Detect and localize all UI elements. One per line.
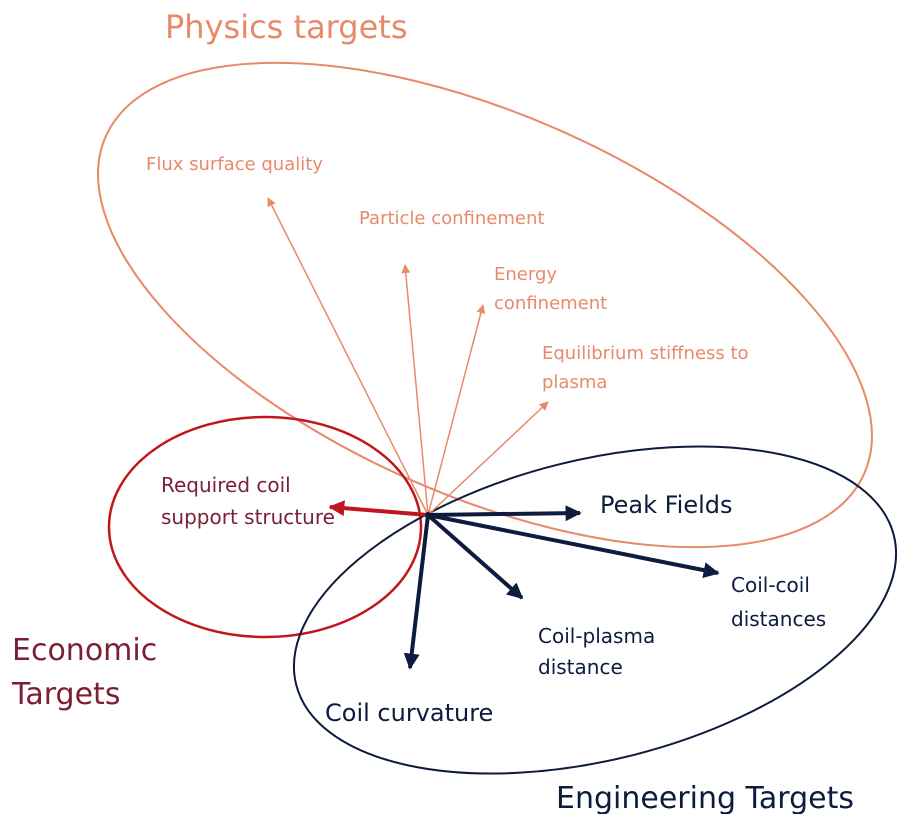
engineering-label: Coil-coil [731,573,810,597]
arrow [427,505,582,522]
arrow [401,264,429,516]
economic-title: Economic [12,633,157,668]
arrow [403,514,430,670]
arrow [427,401,549,516]
arrow [426,513,524,600]
physics-label: Flux surface quality [146,154,323,175]
physics-label: Energy [494,264,557,285]
engineering-title: Engineering Targets [556,781,854,814]
arrow [267,197,429,516]
engineering-label: Coil curvature [325,699,493,727]
engineering-label: distance [538,655,623,679]
physics-label: plasma [542,372,607,393]
physics-label: Particle confinement [359,208,544,229]
engineering-arrows [403,505,720,670]
physics-arrows [267,197,549,516]
physics-ellipse [97,61,873,549]
physics-title: Physics targets [165,8,407,46]
arrow [427,513,720,579]
physics-label: confinement [494,293,607,314]
economic-ellipse [107,415,423,639]
physics-label: Equilibrium stiffness to [542,343,749,364]
engineering-label: distances [731,607,826,631]
engineering-ellipse [292,445,898,775]
economic-label: support structure [161,505,335,529]
arrow [328,500,429,517]
arrow [427,304,486,516]
engineering-label: Coil-plasma [538,624,655,648]
origin-dot [425,512,431,518]
economic-title: Targets [11,677,120,712]
economic-label: Required coil [161,473,291,497]
engineering-label: Peak Fields [600,491,733,519]
